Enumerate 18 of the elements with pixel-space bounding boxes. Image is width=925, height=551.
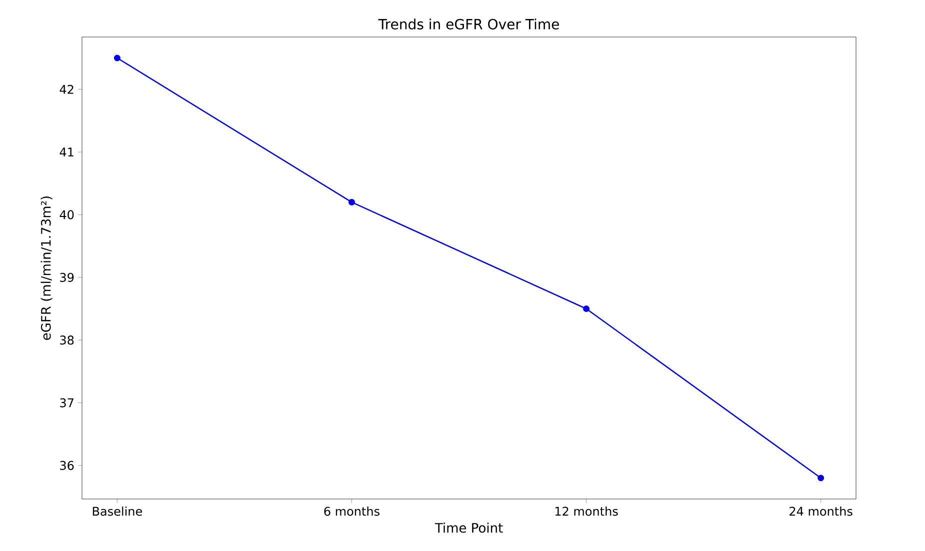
x-tick-label: Baseline [92,506,142,516]
y-tick-label: 41 [60,148,74,156]
point [583,305,590,312]
x-tick-label: 24 months [790,506,852,516]
y-axis-title: eGFR (ml/min/1.73m²) [40,196,52,340]
y-tick-label: 40 [60,210,74,220]
chart-title: Trends in eGFR Over Time [378,18,559,30]
x-tick-label: 12 months [555,506,618,516]
point [818,474,824,482]
y-tick-label: 36 [60,460,74,470]
point [114,54,120,62]
x-axis-title: Time Point [434,522,503,533]
point [348,198,355,206]
y-tick-label: 42 [60,84,74,94]
y-tick-label: 37 [60,398,74,408]
x-tick-label: 6 months [324,506,380,516]
y-tick-label: 38 [60,336,74,345]
y-tick-label: 39 [60,272,74,282]
